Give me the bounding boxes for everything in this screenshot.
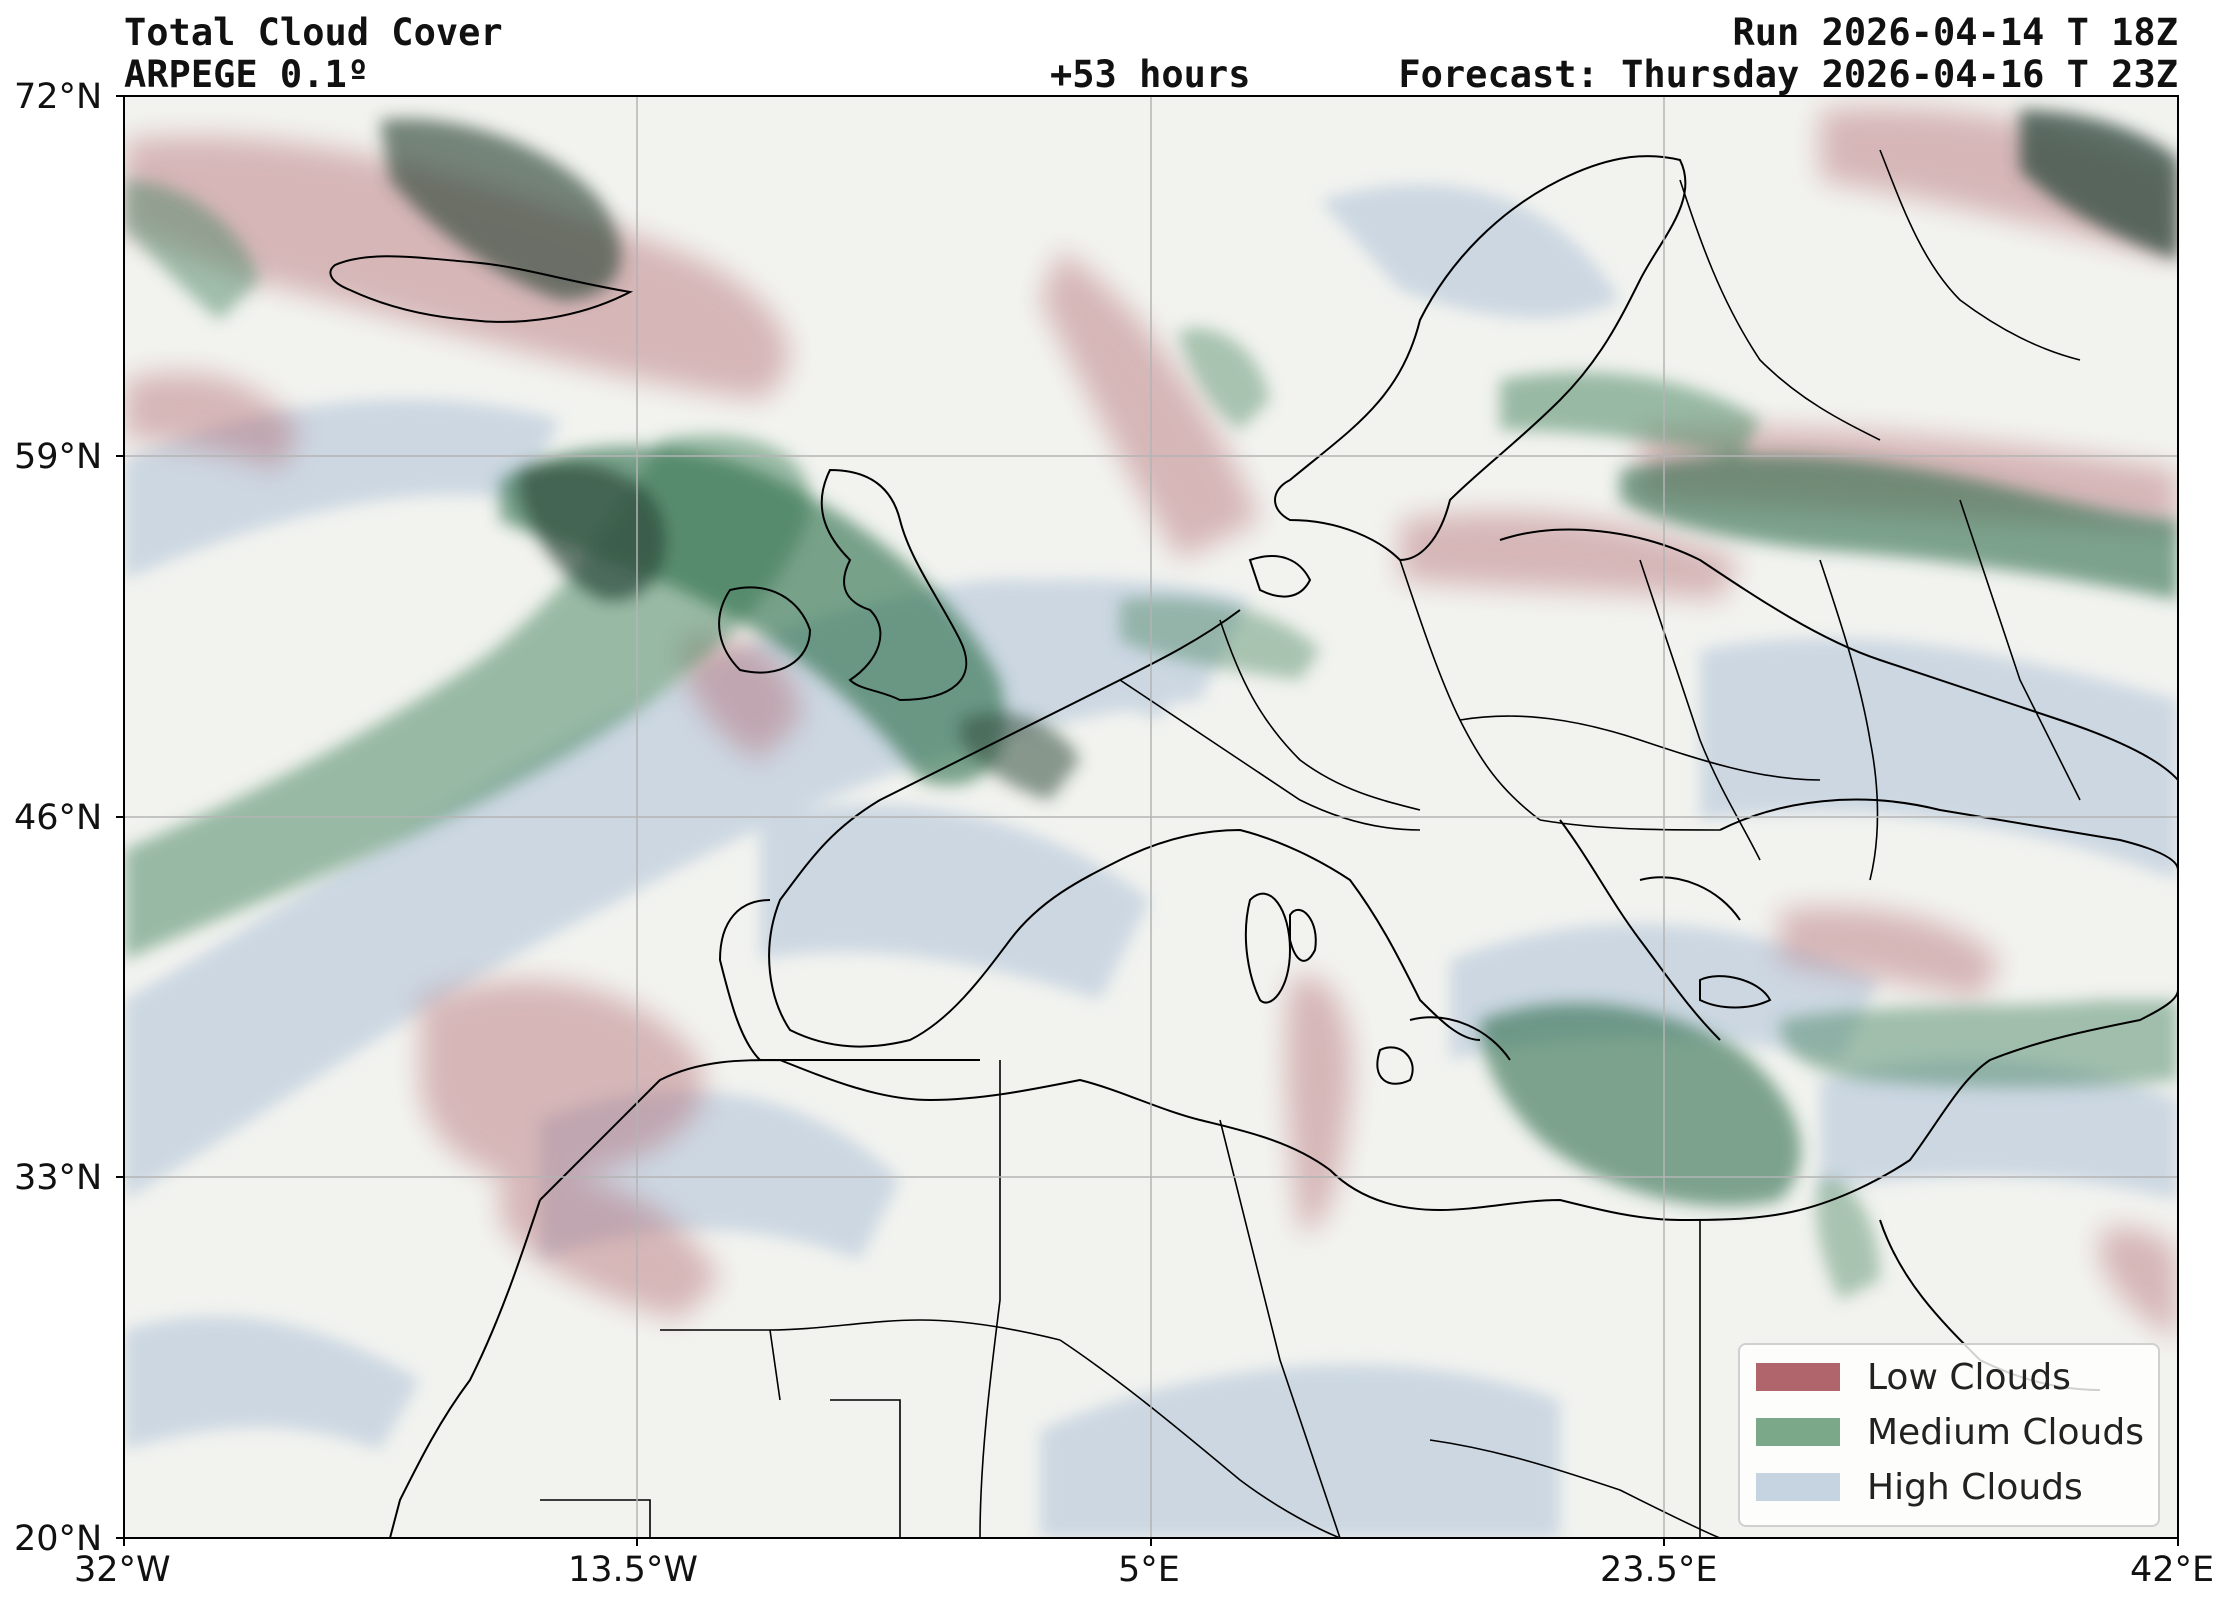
legend-label: Medium Clouds: [1867, 1411, 2144, 1453]
axis-tick-marks: [116, 95, 2179, 1546]
forecast-label: Forecast: Thursday 2026-04-16 T 23Z: [1398, 53, 2178, 96]
lead-time-label: +53 hours: [1050, 53, 1251, 96]
lat-tick-label: 20°N: [14, 1519, 103, 1559]
legend-label: High Clouds: [1867, 1466, 2083, 1508]
legend-item-high: High Clouds: [1756, 1466, 2083, 1508]
lon-tick-label: 32°W: [74, 1550, 171, 1590]
legend-item-low: Low Clouds: [1756, 1356, 2071, 1398]
lon-tick-label: 5°E: [1118, 1550, 1180, 1590]
lon-tick-label: 23.5°E: [1600, 1550, 1718, 1590]
map-title: Total Cloud Cover: [124, 11, 503, 54]
lat-tick-label: 33°N: [14, 1158, 103, 1198]
country-borders: [540, 149, 2081, 1538]
low-clouds-swatch: [1756, 1363, 1840, 1391]
lon-tick-label: 13.5°W: [568, 1550, 699, 1590]
model-label: ARPEGE 0.1º: [124, 53, 370, 96]
graticule: [124, 96, 2178, 1538]
high-clouds-swatch: [1756, 1473, 1840, 1501]
medium-clouds-layer: [124, 110, 2178, 1300]
lat-tick-label: 46°N: [14, 798, 103, 838]
legend-label: Low Clouds: [1867, 1356, 2071, 1398]
medium-clouds-swatch: [1756, 1418, 1840, 1446]
run-label: Run 2026-04-14 T 18Z: [1732, 11, 2178, 54]
legend: Low Clouds Medium Clouds High Clouds: [1738, 1343, 2160, 1527]
lon-tick-label: 42°E: [2130, 1550, 2215, 1590]
lat-tick-label: 72°N: [14, 77, 103, 117]
legend-item-medium: Medium Clouds: [1756, 1411, 2144, 1453]
lat-tick-label: 59°N: [14, 437, 103, 477]
